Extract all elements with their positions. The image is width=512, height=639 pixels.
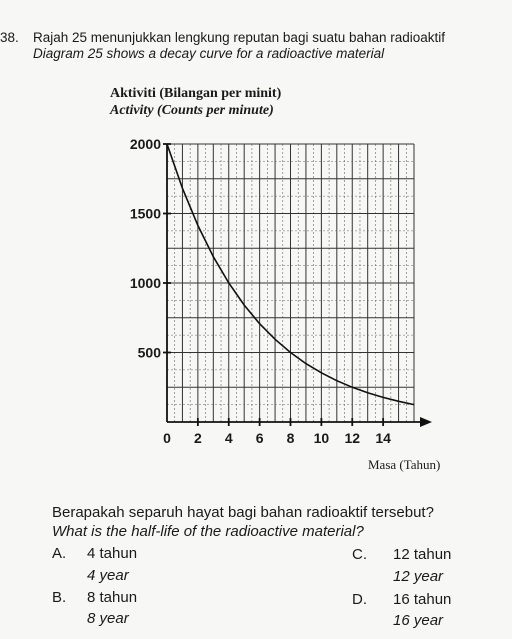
x-tick-label: 0 xyxy=(163,430,171,446)
y-tick-label: 500 xyxy=(138,345,162,361)
option-c[interactable]: C. 12 tahun 12 year xyxy=(352,546,451,585)
option-d[interactable]: D. 16 tahun 16 year xyxy=(352,591,451,629)
sub-question-english: What is the half-life of the radioactive… xyxy=(52,523,364,540)
x-tick-label: 2 xyxy=(194,430,202,446)
option-c-letter: C. xyxy=(352,546,367,563)
option-a-malay: 4 tahun xyxy=(87,545,138,562)
x-tick-label: 10 xyxy=(314,430,330,446)
x-tick-label: 12 xyxy=(344,430,360,446)
chart-tick-labels: 500 1000 1500 2000 0 2 4 6 8 10 12 14 xyxy=(130,136,391,446)
question-text-english: Diagram 25 shows a decay curve for a rad… xyxy=(33,46,385,61)
y-tick-label: 1000 xyxy=(130,275,161,291)
decay-curve xyxy=(166,143,415,406)
option-d-malay: 16 tahun xyxy=(393,591,452,608)
decay-curve-group xyxy=(166,143,415,406)
option-c-english: 12 year xyxy=(393,568,444,585)
option-a[interactable]: A. 4 tahun 4 year xyxy=(52,545,137,584)
y-tick-label: 2000 xyxy=(130,136,161,152)
option-a-letter: A. xyxy=(52,545,67,562)
option-b-english: 8 year xyxy=(87,610,129,627)
sub-question-malay: Berapakah separuh hayat bagi bahan radio… xyxy=(52,504,434,521)
x-axis-arrow xyxy=(420,417,432,427)
x-tick-label: 8 xyxy=(287,430,295,446)
y-axis-label-english: Activity (Counts per minute) xyxy=(110,103,274,118)
x-axis-title: Masa (Tahun) xyxy=(368,457,440,472)
option-b-malay: 8 tahun xyxy=(87,589,138,606)
y-axis-label-malay: Aktiviti (Bilangan per minit) xyxy=(110,86,282,101)
option-b[interactable]: B. 8 tahun 8 year xyxy=(52,589,137,627)
question-number: 38. xyxy=(0,30,19,45)
y-tick-label: 1500 xyxy=(130,206,161,222)
chart-ticks xyxy=(163,143,385,426)
option-d-english: 16 year xyxy=(393,612,444,629)
decay-chart: 500 1000 1500 2000 0 2 4 6 8 10 12 14 Masa (Tahun) xyxy=(130,136,441,472)
option-c-malay: 12 tahun xyxy=(393,546,452,563)
option-d-letter: D. xyxy=(352,591,367,608)
x-tick-label: 6 xyxy=(256,430,264,446)
chart-grid xyxy=(167,143,415,422)
x-tick-label: 4 xyxy=(225,430,233,446)
question-text-malay: Rajah 25 menunjukkan lengkung reputan ba… xyxy=(33,30,446,45)
x-tick-label: 14 xyxy=(375,430,391,446)
option-b-letter: B. xyxy=(52,589,67,606)
option-a-english: 4 year xyxy=(87,567,129,584)
chart-axes xyxy=(166,144,432,427)
